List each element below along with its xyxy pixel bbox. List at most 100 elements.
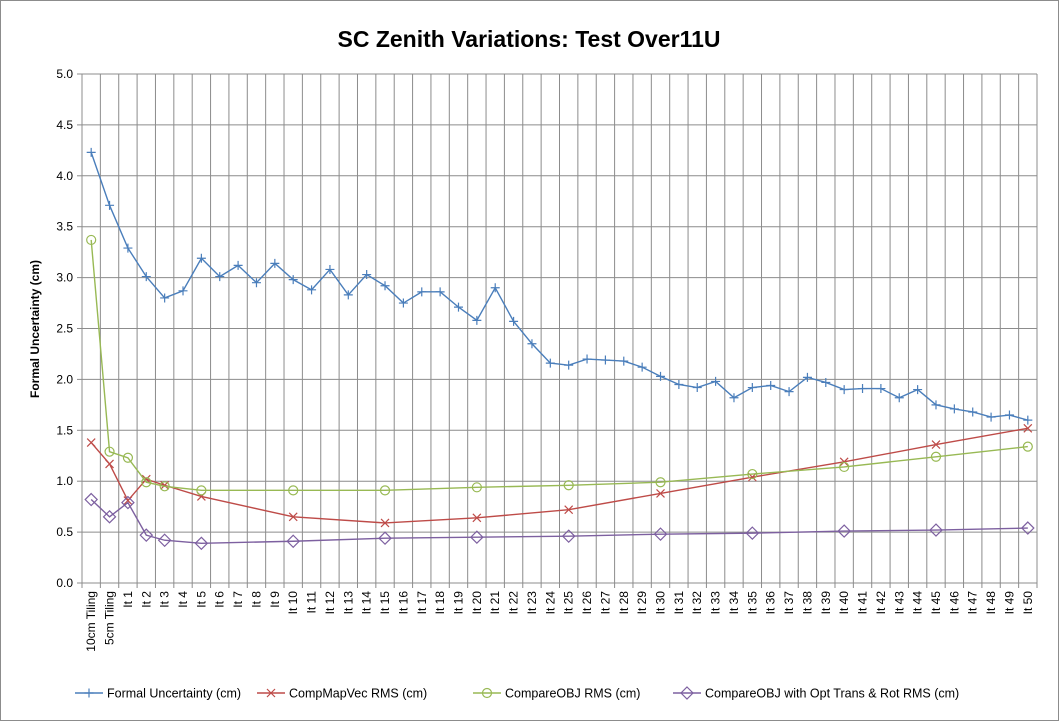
data-point [949, 404, 959, 414]
y-tick-label: 0.5 [56, 525, 73, 539]
data-point [380, 281, 390, 291]
data-point [194, 536, 209, 551]
data-point [582, 354, 592, 364]
y-tick-label: 3.5 [56, 220, 73, 234]
x-tick-label: It 32 [690, 591, 704, 615]
data-point [139, 528, 154, 543]
x-tick-label: It 26 [580, 591, 594, 615]
data-point [490, 283, 500, 293]
x-tick-label: It 14 [360, 591, 374, 615]
x-tick-label: It 6 [213, 591, 227, 608]
x-tick-label: It 42 [874, 591, 888, 615]
x-tick-label: It 2 [139, 591, 153, 608]
data-point [656, 488, 665, 498]
y-tick-label: 1.5 [56, 423, 73, 437]
x-tick-label: 10cm Tiling [84, 591, 98, 652]
x-tick-label: It 27 [598, 591, 612, 615]
data-point [931, 400, 941, 410]
data-point [84, 492, 99, 507]
data-point [159, 481, 170, 492]
x-tick-label: It 25 [562, 591, 576, 615]
x-tick-label: It 1 [121, 591, 135, 608]
data-point [747, 383, 757, 393]
data-point [619, 356, 629, 366]
x-tick-label: It 49 [1002, 591, 1016, 615]
x-tick-label: It 8 [249, 591, 263, 608]
data-point [102, 509, 117, 524]
data-point [929, 523, 943, 537]
data-point [196, 253, 206, 263]
data-point [343, 290, 353, 300]
data-point [564, 360, 574, 370]
data-point [196, 485, 207, 496]
x-tick-label: It 39 [819, 591, 833, 615]
x-tick-label: It 40 [837, 591, 851, 615]
data-point [123, 496, 133, 505]
legend-item: CompareOBJ with Opt Trans & Rot RMS (cm) [673, 686, 959, 701]
data-point [270, 258, 280, 268]
x-tick-label: It 23 [525, 591, 539, 615]
data-point [600, 355, 610, 365]
data-point [837, 524, 852, 538]
x-tick-label: It 29 [635, 591, 649, 615]
legend-swatch-marker [680, 686, 694, 700]
data-point [729, 393, 739, 403]
legend-swatch-marker [481, 687, 493, 699]
data-point [653, 527, 668, 541]
data-point [674, 379, 684, 389]
y-tick-label: 4.5 [56, 118, 73, 132]
data-point [986, 412, 996, 422]
y-tick-label: 2.5 [56, 322, 73, 336]
legend: Formal Uncertainty (cm) CompMapVec RMS (c… [75, 686, 959, 701]
data-point [105, 459, 114, 469]
data-point [398, 298, 408, 308]
y-tick-label: 5.0 [56, 67, 73, 81]
y-tick-label: 1.0 [56, 474, 73, 488]
x-tick-label: It 33 [709, 591, 723, 615]
data-point [561, 529, 576, 544]
data-point [378, 531, 392, 546]
data-point [104, 446, 115, 457]
data-point [1023, 423, 1033, 433]
data-point [86, 438, 96, 447]
data-point [123, 243, 133, 253]
data-point [288, 275, 298, 285]
data-point [325, 264, 335, 274]
data-point [527, 339, 537, 349]
x-tick-label: It 5 [194, 591, 208, 608]
legend-label: CompMapVec RMS (cm) [289, 687, 427, 701]
data-point [839, 461, 850, 473]
x-tick-label: It 24 [543, 591, 557, 615]
data-point [160, 293, 170, 303]
series-compareobj-rms-cm [86, 234, 1033, 496]
y-axis-label: Formal Uncertainty (cm) [28, 260, 42, 398]
x-tick-label: It 20 [470, 591, 484, 615]
x-tick-label: It 12 [323, 591, 337, 615]
data-point [876, 384, 886, 394]
data-point [307, 285, 317, 295]
data-point [470, 530, 484, 545]
x-tick-labels: 10cm Tiling 5cm Tiling It 1 It 2 It 3 It 4 It … [84, 591, 1035, 652]
data-point [121, 495, 135, 510]
legend-item: Formal Uncertainty (cm) [75, 687, 241, 701]
data-point [931, 440, 941, 449]
legend-item: CompareOBJ RMS (cm) [473, 687, 640, 701]
data-point [380, 518, 390, 528]
series-line [90, 239, 1028, 492]
data-point [286, 534, 301, 549]
legend-item: CompMapVec RMS (cm) [257, 687, 427, 701]
series-compareobj-with-opt-trans-rot-rms-cm [84, 492, 1035, 551]
data-point [747, 468, 758, 480]
series-line [90, 152, 1029, 421]
x-tick-label: It 22 [507, 591, 521, 615]
data-point [288, 512, 298, 522]
x-tick-label: It 17 [415, 591, 429, 615]
y-tick-label: 0.0 [56, 576, 73, 590]
data-point [564, 505, 574, 515]
x-tick-label: It 28 [617, 591, 631, 615]
data-point [656, 371, 666, 381]
data-point [472, 315, 482, 325]
x-tick-label: It 4 [176, 591, 190, 608]
data-point [821, 377, 831, 387]
